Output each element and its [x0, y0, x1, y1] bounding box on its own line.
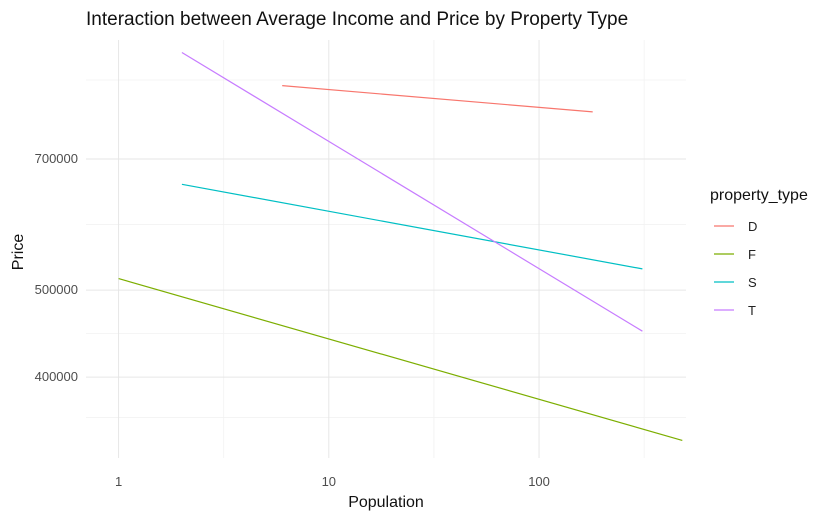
legend-label-D: D — [748, 219, 757, 234]
x-tick-label: 100 — [528, 474, 550, 489]
y-tick-label: 700000 — [35, 151, 78, 166]
legend-label-T: T — [748, 303, 756, 318]
legend-label-S: S — [748, 275, 757, 290]
y-tick-label: 500000 — [35, 282, 78, 297]
legend-title: property_type — [710, 187, 808, 204]
series-line-F — [118, 278, 683, 441]
x-tick-label: 1 — [115, 474, 122, 489]
legend-label-F: F — [748, 247, 756, 262]
series-line-T — [181, 51, 643, 332]
series-lines — [118, 51, 683, 441]
chart-title: Interaction between Average Income and P… — [86, 9, 628, 30]
x-axis-title: Population — [348, 494, 424, 511]
y-tick-label: 400000 — [35, 369, 78, 384]
series-line-S — [181, 183, 643, 270]
x-tick-label: 10 — [322, 474, 336, 489]
series-line-D — [282, 85, 593, 113]
grid — [86, 40, 686, 458]
y-axis-title: Price — [10, 234, 27, 271]
tick-labels: 1 10 100 400000 500000 700000 — [35, 151, 550, 489]
